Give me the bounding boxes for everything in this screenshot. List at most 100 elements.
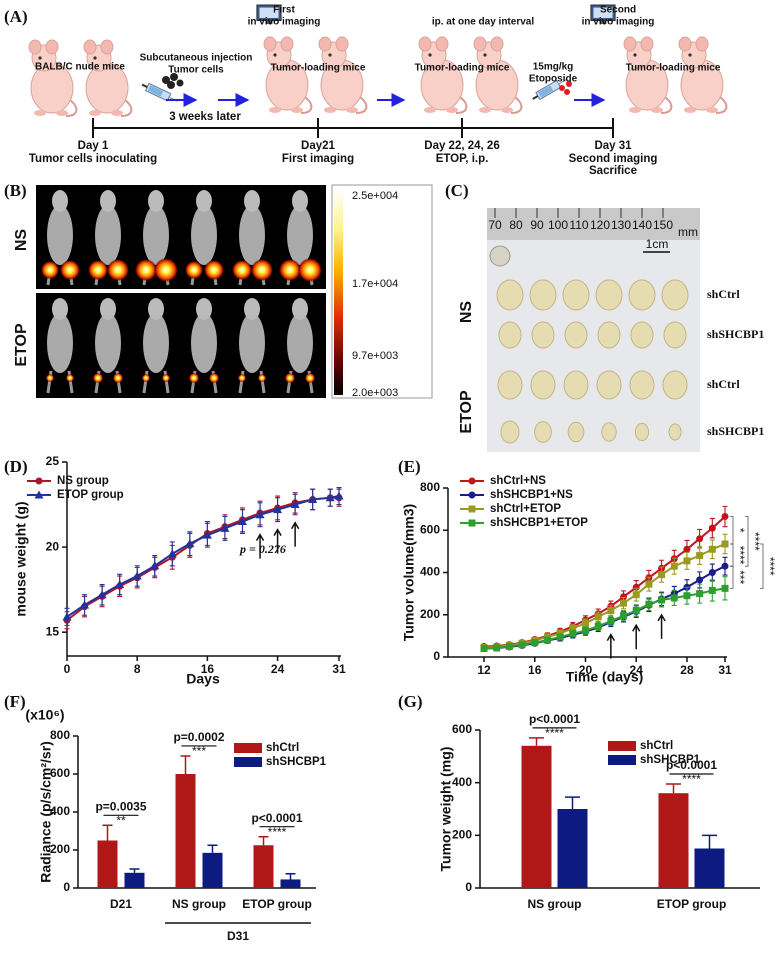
x-tick-label: D21 — [110, 897, 132, 911]
tumor — [567, 421, 585, 443]
data-point — [620, 593, 628, 601]
data-point — [658, 596, 666, 604]
arrow — [255, 533, 265, 559]
data-point — [480, 645, 488, 653]
data-point — [683, 592, 691, 600]
series-line — [483, 515, 726, 648]
timeline-event: Sacrifice — [589, 165, 637, 177]
legend-label: NS group — [57, 475, 109, 487]
x-tick-label: 31 — [718, 663, 732, 677]
tumor-signal — [154, 258, 178, 282]
y-tick-label: 400 — [452, 775, 472, 789]
x-tick-label: 31 — [332, 662, 346, 676]
legend-marker — [34, 490, 44, 499]
p-value: p=0.0035 — [95, 799, 146, 813]
x-tick-label: 12 — [477, 663, 491, 677]
data-point — [220, 523, 230, 532]
y-tick-label: 400 — [50, 804, 70, 818]
significance-label: **** — [748, 532, 762, 551]
data-point — [607, 607, 615, 615]
legend-label: shSHCBP1 — [640, 754, 701, 766]
error-bar — [565, 796, 580, 809]
tumor-row-label: shSHCBP1 — [707, 327, 764, 341]
stars: **** — [268, 825, 287, 839]
arrow — [273, 528, 282, 554]
p-value: p<0.0001 — [529, 712, 580, 726]
p-value: p=0.0002 — [173, 730, 224, 744]
series-line — [483, 565, 726, 650]
x-tick-label: 24 — [630, 663, 644, 677]
significance-label: **** — [763, 557, 777, 576]
x-tick-label: ETOP group — [242, 897, 312, 911]
timeline-day: Day21 — [301, 140, 335, 152]
tumor — [628, 279, 656, 311]
tumor — [668, 423, 682, 441]
significance-bracket — [730, 543, 734, 567]
x-tick-label: 8 — [134, 662, 141, 676]
panel-label: (G) — [398, 692, 423, 711]
tumor — [531, 321, 555, 349]
data-point — [556, 633, 564, 641]
arrow — [290, 521, 300, 547]
y-tick-label: 25 — [46, 454, 60, 468]
row-label: ETOP — [13, 323, 30, 367]
tumor-signal — [135, 259, 157, 281]
ruler-label: 110 — [569, 218, 588, 232]
error-bar — [258, 835, 269, 846]
tumor — [563, 370, 589, 400]
data-point — [620, 612, 628, 620]
mouse-image — [191, 205, 217, 265]
data-point — [696, 576, 704, 584]
y-tick-label: 600 — [50, 766, 70, 780]
x-axis-label: Time (days) — [566, 669, 644, 685]
data-point — [569, 630, 577, 638]
arrow — [632, 623, 641, 650]
bar — [175, 774, 196, 888]
tumor-row-label: shSHCBP1 — [707, 424, 764, 438]
tumor-signal — [60, 260, 80, 280]
x-tick-label: NS group — [528, 897, 582, 911]
data-point — [708, 545, 716, 553]
legend-label: shSHCBP1+NS — [490, 489, 573, 501]
data-point — [594, 622, 602, 630]
data-point — [620, 599, 628, 607]
tumor — [530, 370, 556, 400]
row-label: NS — [458, 301, 475, 324]
data-point — [569, 624, 577, 632]
tumor-signal — [285, 373, 295, 383]
tumor — [534, 421, 552, 443]
mouse-image — [148, 190, 164, 212]
data-point — [708, 524, 716, 532]
data-point — [543, 636, 551, 644]
legend-swatch — [608, 741, 636, 751]
error-bar — [180, 755, 191, 774]
data-point — [607, 617, 615, 625]
tumor-signal — [142, 374, 150, 382]
mouse-image — [191, 313, 217, 373]
tumor-signal — [298, 258, 322, 282]
legend-swatch — [234, 743, 262, 753]
data-point — [132, 571, 142, 580]
error-bar — [666, 783, 681, 794]
data-point — [632, 607, 640, 615]
timeline-event: Tumor cells inoculating — [29, 153, 157, 165]
mice-label: BALB/C nude mice — [35, 62, 125, 73]
tumor-signal — [238, 374, 246, 382]
data-point — [97, 590, 107, 599]
annotation: p = 0.276 — [239, 542, 286, 556]
x-tick-label: NS group — [172, 897, 226, 911]
timeline-event: ETOP, i.p. — [436, 153, 489, 165]
scale-label: 1cm — [646, 237, 669, 251]
ruler-label: 150 — [653, 218, 673, 232]
arrow — [606, 633, 615, 659]
tumor-signal — [113, 373, 123, 383]
mice-label: Tumor-loading mice — [271, 63, 366, 74]
legend-label: shSHCBP1 — [266, 756, 327, 768]
data-point — [683, 545, 691, 553]
panel-label: (B) — [4, 181, 27, 200]
error-bar — [702, 834, 717, 849]
data-point — [167, 549, 177, 558]
mouse-image — [52, 190, 68, 212]
tumor-signal — [204, 260, 224, 280]
